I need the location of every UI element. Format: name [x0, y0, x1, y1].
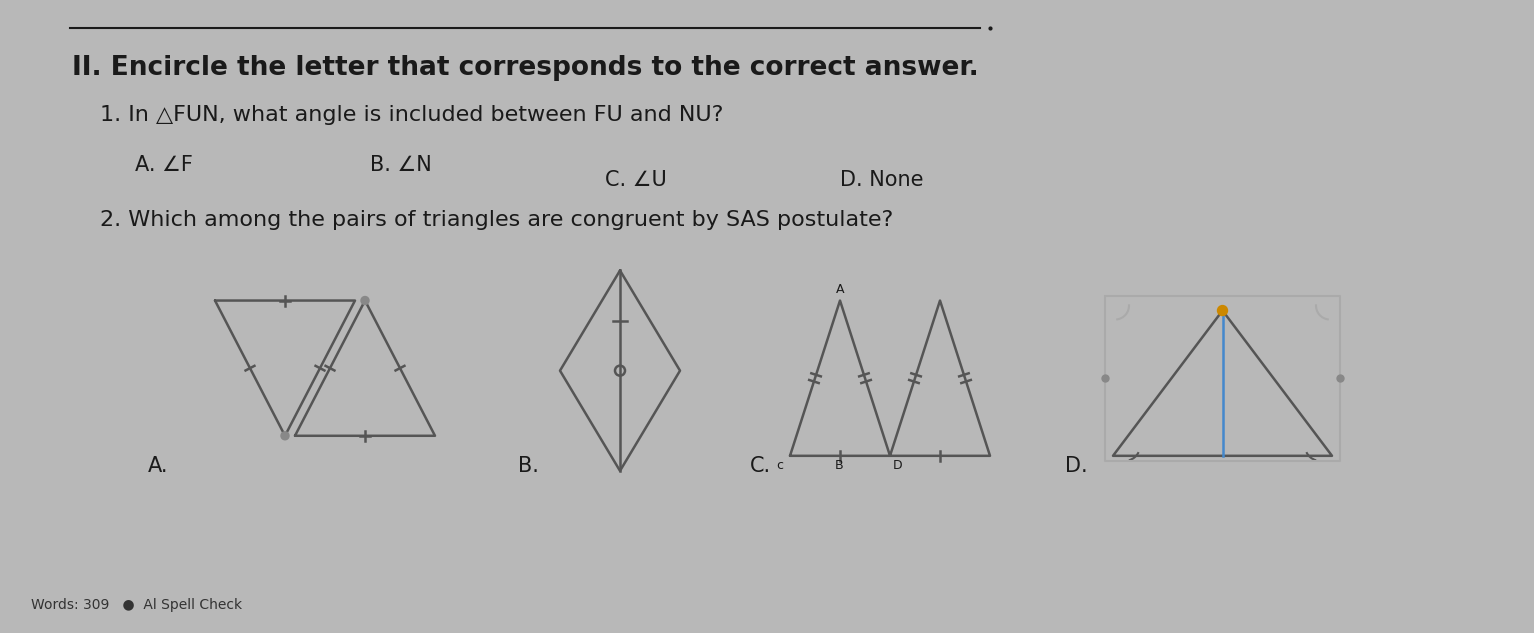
- Text: B: B: [834, 459, 844, 472]
- Text: A.: A.: [147, 456, 169, 476]
- Text: D. None: D. None: [841, 170, 923, 191]
- Text: C. ∠U: C. ∠U: [604, 170, 667, 191]
- Text: II. Encircle the letter that corresponds to the correct answer.: II. Encircle the letter that corresponds…: [72, 55, 979, 81]
- Text: 1. In △FUN, what angle is included between FU and NU?: 1. In △FUN, what angle is included betwe…: [100, 105, 724, 125]
- Text: D.: D.: [1065, 456, 1088, 476]
- Circle shape: [1218, 306, 1227, 316]
- Text: c: c: [776, 459, 782, 472]
- Text: Words: 309   ●  Al Spell Check: Words: 309 ● Al Spell Check: [31, 598, 242, 611]
- Text: D: D: [893, 459, 902, 472]
- Text: B. ∠N: B. ∠N: [370, 155, 431, 175]
- Text: A: A: [836, 282, 845, 296]
- Text: C.: C.: [750, 456, 772, 476]
- Text: 2. Which among the pairs of triangles are congruent by SAS postulate?: 2. Which among the pairs of triangles ar…: [100, 210, 893, 230]
- Circle shape: [281, 432, 288, 440]
- Text: B.: B.: [518, 456, 538, 476]
- Text: A. ∠F: A. ∠F: [135, 155, 193, 175]
- Circle shape: [360, 296, 370, 304]
